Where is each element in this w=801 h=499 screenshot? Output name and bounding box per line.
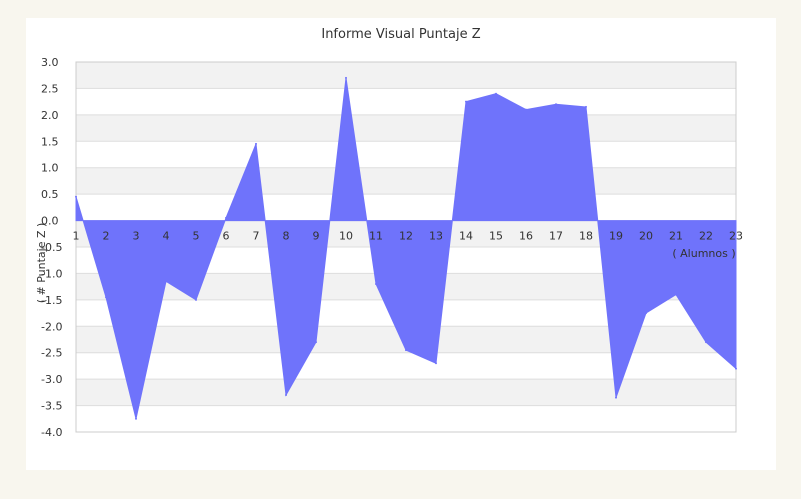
- y-tick-label: -3.5: [41, 400, 62, 413]
- x-tick-label: 5: [193, 230, 200, 243]
- data-point: [285, 394, 287, 396]
- y-tick-label: -2.0: [41, 320, 62, 333]
- x-tick-label: 20: [639, 230, 653, 243]
- x-tick-label: 13: [429, 230, 443, 243]
- grid-band: [76, 114, 736, 142]
- x-tick-label: 12: [399, 230, 413, 243]
- grid-band: [76, 167, 736, 195]
- y-tick-label: -4.0: [41, 426, 62, 439]
- data-point: [675, 293, 677, 296]
- x-tick-label: 15: [489, 230, 503, 243]
- x-tick-label: 22: [699, 230, 713, 243]
- y-tick-label: -2.5: [41, 347, 62, 360]
- data-point: [135, 417, 137, 420]
- y-tick-label: 2.0: [41, 109, 59, 122]
- data-point: [375, 283, 377, 285]
- x-tick-label: 8: [283, 230, 290, 243]
- data-point: [735, 367, 737, 370]
- x-tick-label: 16: [519, 230, 533, 243]
- y-tick-label: -1.0: [41, 267, 62, 280]
- x-tick-label: 11: [369, 230, 383, 243]
- data-point: [345, 76, 347, 79]
- x-tick-label: 10: [339, 230, 353, 243]
- y-tick-label: -0.5: [41, 241, 62, 254]
- data-point: [315, 341, 317, 344]
- x-tick-label: 4: [163, 230, 170, 243]
- x-axis-label: ( Alumnos ): [672, 247, 735, 260]
- data-point: [585, 105, 587, 108]
- chart-panel: 3.0 2.5 2.0 1.5 1.0 0.5 0.0 -0.5 -1.0 -1.5 -2.0 -2.…: [26, 18, 776, 470]
- x-tick-label: 3: [133, 230, 140, 243]
- y-tick-label: 1.0: [41, 162, 59, 175]
- x-tick-label: 18: [579, 230, 593, 243]
- x-tick-label: 14: [459, 230, 473, 243]
- y-tick-label: -3.0: [41, 373, 62, 386]
- x-tick-label: 1: [73, 230, 80, 243]
- x-tick-label: 7: [253, 230, 260, 243]
- y-tick-labels: 3.0 2.5 2.0 1.5 1.0 0.5 0.0 -0.5 -1.0 -1.5 -2.0 -2.…: [41, 56, 62, 439]
- y-tick-label: 0.5: [41, 188, 59, 201]
- data-point: [195, 298, 197, 301]
- y-tick-label: 2.5: [41, 82, 59, 95]
- data-point: [495, 92, 497, 95]
- data-point: [435, 362, 437, 365]
- data-point: [645, 312, 647, 315]
- data-point: [615, 396, 617, 399]
- data-point: [465, 100, 467, 103]
- grid-band: [76, 62, 736, 89]
- data-point: [165, 280, 167, 283]
- x-tick-label: 23: [729, 230, 743, 243]
- x-tick-label: 6: [223, 230, 230, 243]
- data-area: [75, 76, 737, 420]
- data-point: [555, 103, 557, 106]
- x-tick-label: 21: [669, 230, 683, 243]
- data-point: [75, 195, 77, 198]
- y-tick-label: 1.5: [41, 135, 59, 148]
- x-tick-label: 2: [103, 230, 110, 243]
- data-point: [255, 142, 257, 145]
- x-tick-label: 9: [313, 230, 320, 243]
- y-axis-label: ( # Puntaje Z ): [35, 223, 48, 304]
- data-point: [105, 296, 107, 299]
- series-area: [75, 77, 737, 419]
- data-point: [525, 108, 527, 111]
- data-point: [405, 349, 407, 352]
- y-tick-label: -1.5: [41, 294, 62, 307]
- x-tick-label: 19: [609, 230, 623, 243]
- x-tick-label: 17: [549, 230, 563, 243]
- area-chart: 3.0 2.5 2.0 1.5 1.0 0.5 0.0 -0.5 -1.0 -1.5 -2.0 -2.…: [35, 27, 744, 439]
- data-point: [705, 341, 707, 344]
- chart-title: Informe Visual Puntaje Z: [321, 27, 480, 42]
- y-tick-label: 0.0: [41, 215, 59, 228]
- data-point: [225, 216, 227, 219]
- y-tick-label: 3.0: [41, 56, 59, 69]
- grid-band: [76, 379, 736, 406]
- x-tick-labels: 1 2 3 4 5 6 7 8 9 10 11 12 13 14 15 16 17 18 19 20 21 22 23: [73, 230, 744, 243]
